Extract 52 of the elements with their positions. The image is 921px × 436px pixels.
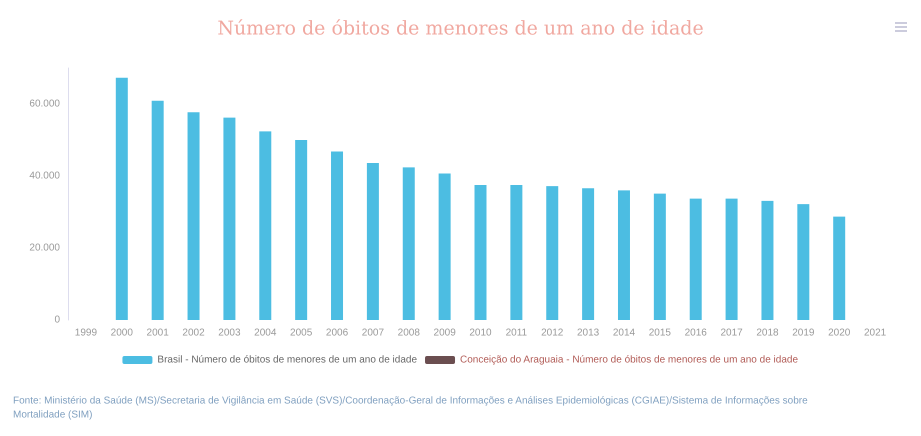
bar	[474, 185, 486, 320]
bar	[761, 200, 774, 320]
bar	[259, 131, 272, 320]
x-tick-label: 2019	[792, 328, 815, 338]
bar	[366, 163, 379, 320]
bar	[510, 185, 522, 320]
legend-label: Conceição do Araguaia - Número de óbitos de menores de um ano de idade	[460, 354, 798, 366]
x-tick-label: 2001	[146, 328, 170, 338]
x-tick-label: 2020	[828, 328, 851, 338]
bar	[116, 78, 128, 320]
bar	[402, 167, 415, 320]
bar	[582, 188, 594, 320]
bar	[331, 152, 344, 320]
chart-title: Número de óbitos de menores de um ano de idade	[217, 18, 704, 40]
x-tick-label: 2010	[469, 328, 492, 338]
bar	[438, 173, 451, 320]
source-note: Fonte: Ministério da Saúde (MS)/Secretaria de Vigilância em Saúde (SVS)/Coordenação-Geral de Informações e Análises Epidemiológicas (CGIAE)/Sistema de Informações sobre Mortalidade (SIM)	[13, 396, 810, 420]
x-tick-label: 2005	[290, 328, 313, 338]
x-tick-label: 2007	[362, 328, 384, 338]
x-tick-label: 2015	[648, 328, 672, 338]
y-tick-label: 0	[54, 314, 60, 326]
x-tick-label: 2006	[326, 328, 349, 338]
bar	[223, 118, 236, 320]
x-tick-label: 2009	[434, 328, 456, 338]
x-tick-label: 2003	[218, 328, 241, 338]
x-tick-label: 2004	[254, 328, 277, 338]
x-tick-label: 2012	[541, 328, 564, 338]
y-tick-label: 60.000	[29, 98, 60, 110]
bar	[188, 112, 200, 320]
y-tick-label: 40.000	[29, 170, 60, 182]
x-tick-label: 2002	[182, 328, 206, 338]
bar	[690, 198, 702, 320]
x-tick-label: 2021	[864, 328, 887, 338]
bar	[546, 186, 558, 320]
y-tick-label: 20.000	[29, 242, 60, 254]
bar	[797, 204, 810, 320]
x-tick-label: 1999	[74, 328, 98, 338]
bar	[833, 216, 846, 320]
x-tick-label: 2008	[398, 328, 420, 338]
bar	[726, 198, 738, 320]
bar	[295, 140, 308, 320]
x-tick-label: 2017	[720, 328, 744, 338]
x-tick-label: 2016	[684, 328, 708, 338]
x-tick-label: 2013	[576, 328, 600, 338]
bar	[618, 190, 630, 320]
legend-label: Brasil - Número de óbitos de menores de um ano de idade	[157, 354, 418, 366]
x-tick-label: 2000	[110, 328, 134, 338]
x-tick-label: 2018	[756, 328, 780, 338]
bar	[654, 194, 666, 320]
x-tick-label: 2014	[612, 328, 636, 338]
bar	[152, 100, 164, 320]
x-tick-label: 2011	[506, 328, 528, 338]
